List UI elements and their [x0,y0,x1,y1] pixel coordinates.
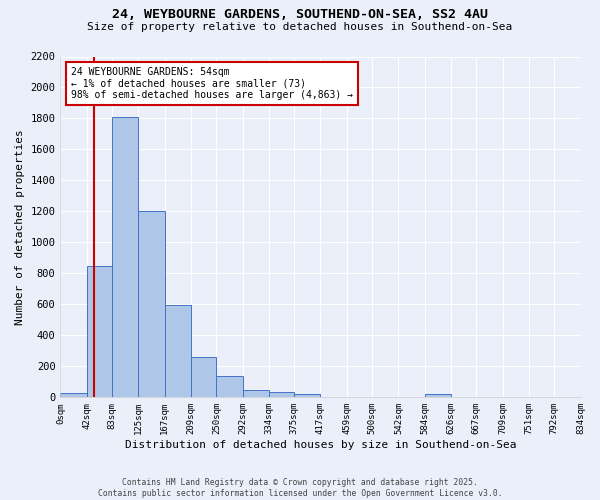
Bar [425,394,451,398]
Text: Contains HM Land Registry data © Crown copyright and database right 2025.
Contai: Contains HM Land Registry data © Crown c… [98,478,502,498]
Bar [242,390,269,398]
Text: 24, WEYBOURNE GARDENS, SOUTHEND-ON-SEA, SS2 4AU: 24, WEYBOURNE GARDENS, SOUTHEND-ON-SEA, … [112,8,488,20]
X-axis label: Distribution of detached houses by size in Southend-on-Sea: Distribution of detached houses by size … [125,440,516,450]
Bar [191,357,217,398]
Text: Size of property relative to detached houses in Southend-on-Sea: Size of property relative to detached ho… [88,22,512,32]
Bar [139,210,164,398]
Bar [86,266,112,398]
Y-axis label: Number of detached properties: Number of detached properties [15,129,25,325]
Bar [61,394,86,398]
Text: 24 WEYBOURNE GARDENS: 54sqm
← 1% of detached houses are smaller (73)
98% of semi: 24 WEYBOURNE GARDENS: 54sqm ← 1% of deta… [71,66,353,100]
Bar [112,117,139,398]
Bar [269,392,294,398]
Bar [164,305,191,398]
Bar [294,394,320,398]
Bar [217,376,242,398]
